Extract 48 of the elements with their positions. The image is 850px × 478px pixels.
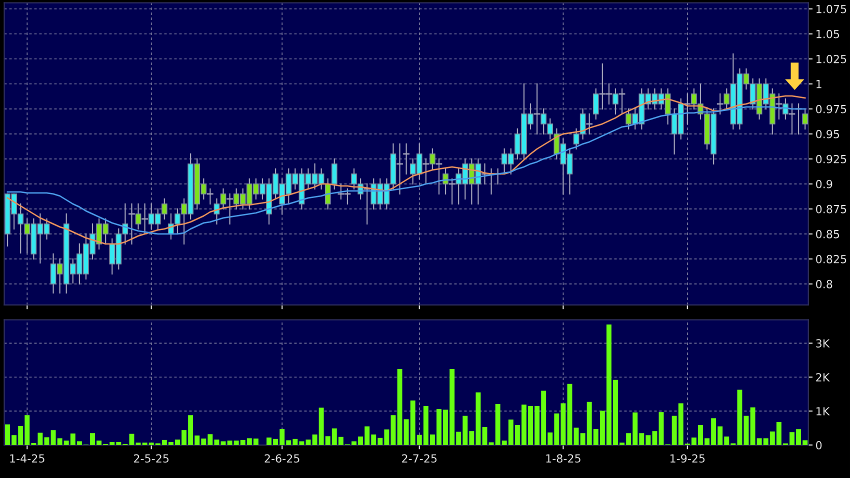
bar — [397, 368, 402, 446]
y-tick-label: 1.025 — [816, 54, 846, 64]
candlestick — [207, 188, 214, 204]
candlestick — [324, 178, 331, 210]
y-tick-label: 0.85 — [816, 230, 840, 238]
y-tick-label: 1K — [816, 407, 830, 416]
y-tick-label: 1.075 — [816, 4, 846, 14]
candlestick — [534, 83, 540, 134]
y-tick-label: 0.875 — [816, 204, 846, 214]
candlestick — [331, 158, 338, 190]
candlestick — [618, 88, 626, 114]
y-tick-label: 0.8 — [816, 280, 832, 288]
x-tick-label: 1-4-25 — [10, 454, 44, 463]
y-tick-label: 1.05 — [816, 30, 840, 38]
candlestick — [128, 203, 135, 244]
candlestick — [776, 93, 782, 120]
x-tick-label: 2-7-25 — [402, 454, 437, 463]
candlestick — [396, 143, 403, 194]
candlestick — [142, 203, 148, 234]
candlestick — [226, 193, 233, 224]
candlestick — [422, 158, 430, 184]
x-tick-label: 1-9-25 — [670, 454, 705, 463]
candlestick — [802, 108, 808, 130]
candlestick — [403, 143, 410, 174]
candlestick — [788, 103, 796, 134]
bar — [744, 416, 749, 446]
x-tick-label: 2-5-25 — [134, 454, 169, 463]
y-tick-label: 1 — [816, 80, 822, 88]
bar — [482, 427, 488, 446]
y-tick-label: 0 — [816, 440, 822, 450]
y-tick-label: 0.975 — [816, 104, 846, 114]
y-tick-label: 0.925 — [816, 154, 846, 164]
bar — [658, 412, 664, 446]
candlestick — [716, 93, 724, 114]
y-tick-label: 0.95 — [816, 130, 840, 138]
candlestick — [684, 93, 691, 124]
candlestick — [436, 158, 442, 194]
candlestick — [448, 178, 456, 204]
bar — [306, 440, 311, 446]
bar — [567, 384, 572, 446]
candlestick — [586, 113, 593, 134]
y-tick-label: 0.825 — [816, 254, 846, 264]
x-tick-label: 2-6-25 — [264, 454, 300, 463]
x-tick-label: 1-8-25 — [546, 454, 580, 463]
y-tick-label: 2K — [816, 373, 830, 382]
y-tick-label: 0.9 — [816, 180, 832, 188]
bar — [44, 437, 50, 446]
y-tick-label: 3K — [816, 339, 830, 348]
